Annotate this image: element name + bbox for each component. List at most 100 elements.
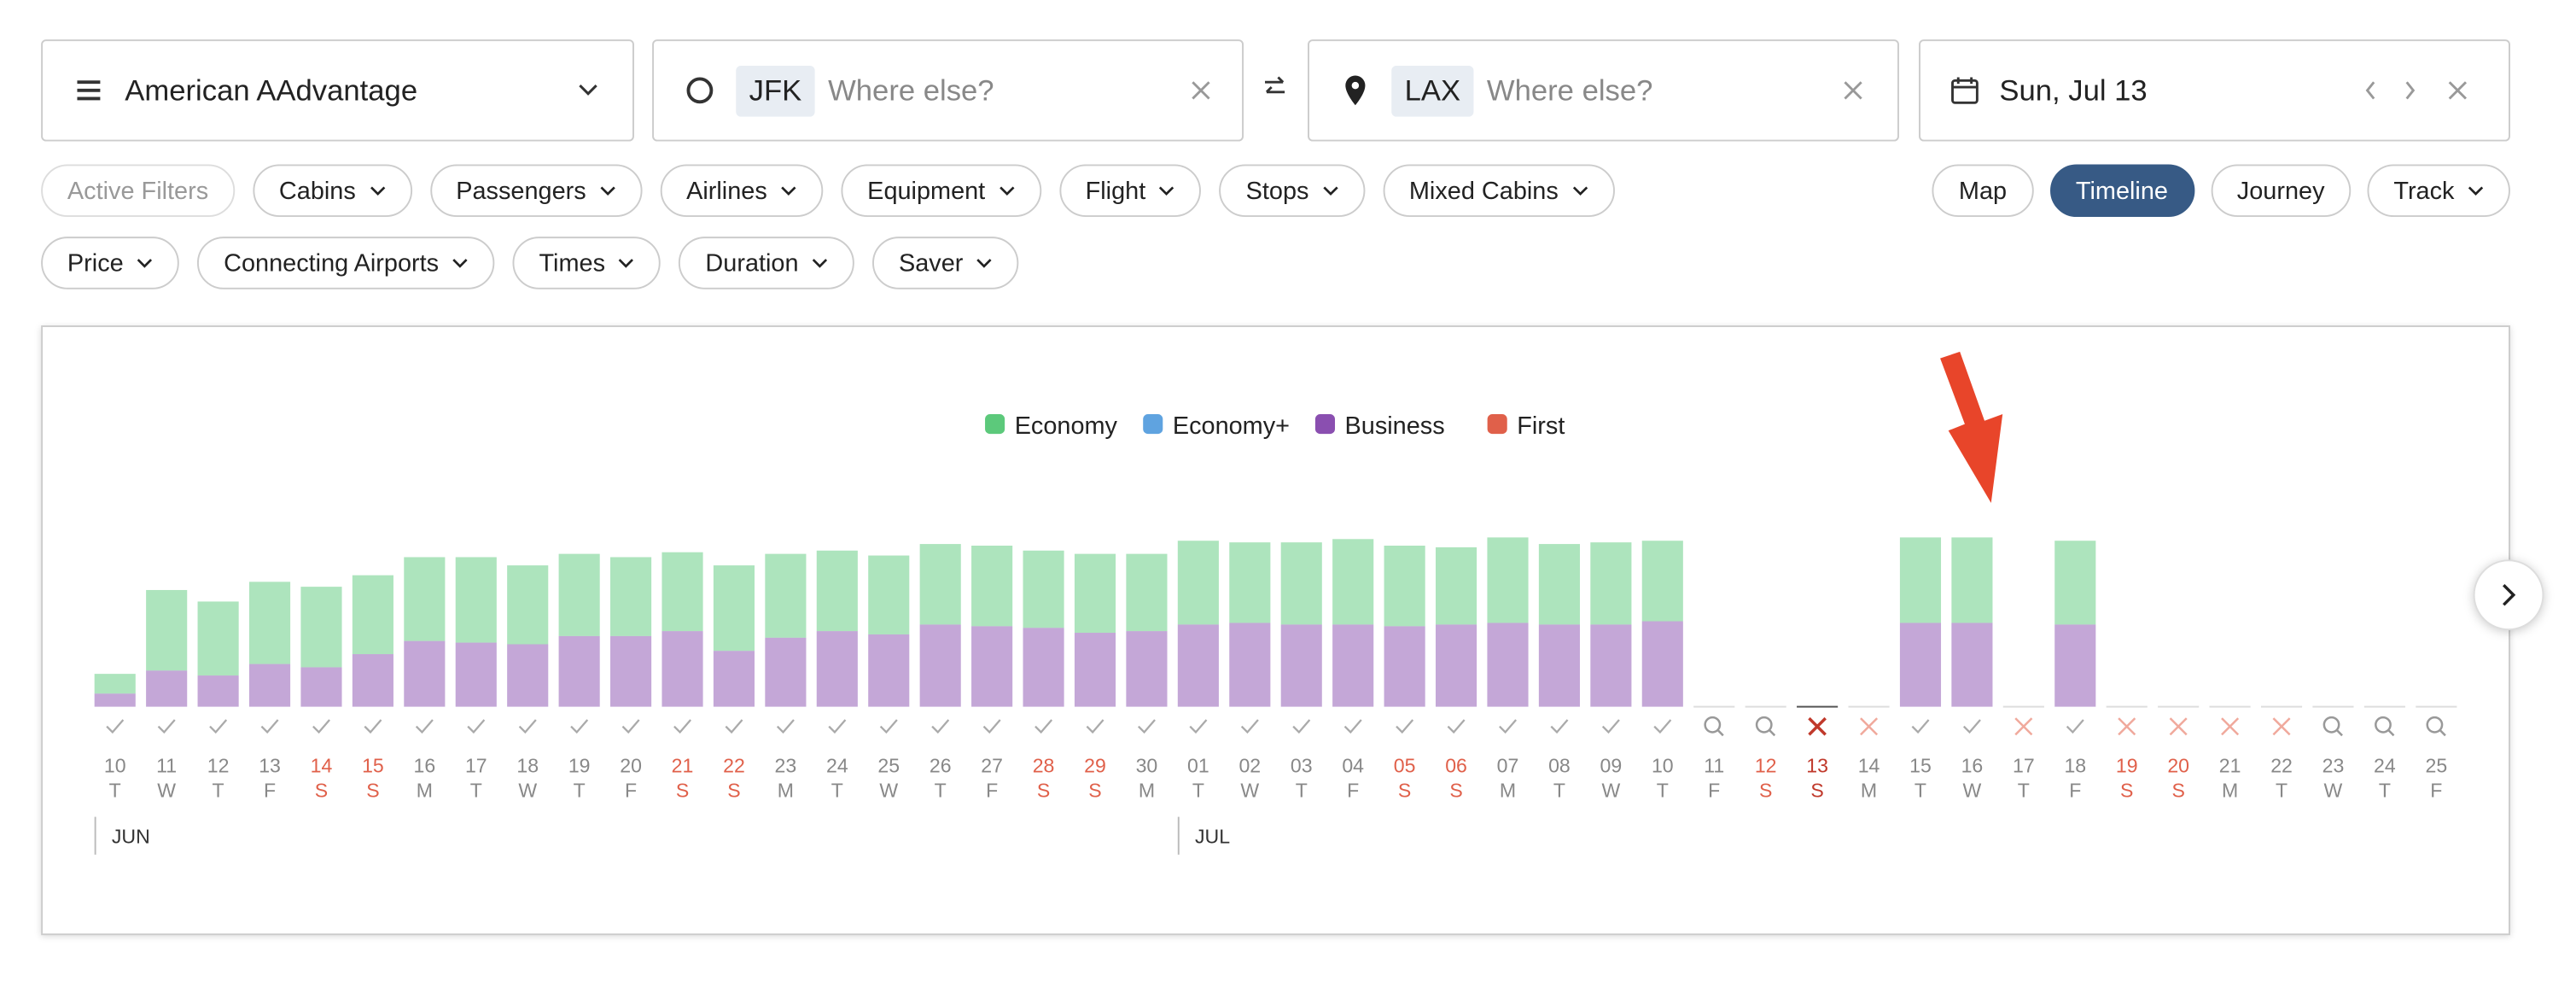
search-icon xyxy=(1704,716,1722,734)
date-controls[interactable] xyxy=(2364,79,2480,102)
program-select[interactable]: American AAdvantage xyxy=(41,39,634,142)
day-label: 12 xyxy=(1755,755,1777,777)
legend-swatch xyxy=(985,414,1005,435)
view-pill[interactable]: Timeline xyxy=(2049,164,2194,218)
date: Sun, Jul 13 xyxy=(1999,73,2148,107)
status-icon xyxy=(2272,717,2291,736)
clear-icon[interactable] xyxy=(1189,79,1212,102)
weekday-label: S xyxy=(1449,779,1462,801)
status-icon xyxy=(1292,719,1311,734)
legend-swatch xyxy=(1314,414,1336,435)
check-icon xyxy=(1292,719,1311,734)
filter-pill[interactable]: Airlines xyxy=(660,164,824,218)
legend-label: Economy xyxy=(1015,412,1118,440)
legend-swatch xyxy=(1143,414,1163,435)
filter-pill[interactable]: Cabins xyxy=(253,164,412,218)
weekday-label: T xyxy=(470,779,482,801)
check-icon xyxy=(1034,719,1053,734)
status-icon xyxy=(518,719,537,734)
day-label: 23 xyxy=(775,755,797,777)
weekday-label: W xyxy=(1601,779,1620,801)
weekday-label: T xyxy=(935,779,947,801)
weekday-label: F xyxy=(2069,779,2081,801)
weekday-label: M xyxy=(2222,779,2238,801)
bar-segment xyxy=(94,674,136,694)
check-icon xyxy=(982,719,1001,734)
pill-label: Airlines xyxy=(686,176,767,205)
date-input[interactable]: Sun, Jul 13 xyxy=(1919,39,2510,142)
day-label: 02 xyxy=(1238,755,1261,777)
status-icon xyxy=(1138,719,1156,734)
status-icon xyxy=(879,719,898,734)
check-icon xyxy=(2066,719,2084,734)
status-icon xyxy=(2375,716,2395,737)
status-icon xyxy=(621,719,640,734)
none-icon xyxy=(2169,717,2188,736)
weekday-label: F xyxy=(2430,779,2442,801)
filter-pill[interactable]: Saver xyxy=(872,237,1019,289)
weekday-label: S xyxy=(366,779,379,801)
destination-input[interactable]: LAX Where else? xyxy=(1308,39,1899,142)
filter-pill[interactable]: Passengers xyxy=(429,164,643,218)
search-icon xyxy=(2375,716,2392,734)
filter-pill[interactable]: Connecting Airports xyxy=(197,237,495,289)
weekday-label: W xyxy=(157,779,176,801)
filter-pill[interactable]: Price xyxy=(41,237,180,289)
chevron xyxy=(619,258,634,267)
search-handle xyxy=(1769,729,1776,737)
check-icon xyxy=(1653,719,1672,734)
check-icon xyxy=(1086,719,1104,734)
clear-icon[interactable] xyxy=(1842,79,1865,102)
origin-placeholder: Where else? xyxy=(828,73,994,107)
status-icon xyxy=(2169,717,2188,736)
chevron xyxy=(137,258,153,267)
day-label: 24 xyxy=(826,755,848,777)
filter-pill[interactable]: Duration xyxy=(679,237,854,289)
filter-row: Price Connecting Airports Times Duration Sav… xyxy=(41,237,1019,289)
check-icon xyxy=(1962,719,1981,734)
weekday-label: F xyxy=(264,779,276,801)
swap-icon[interactable] xyxy=(1262,74,1288,101)
check-icon xyxy=(467,719,486,734)
bar-segment xyxy=(1384,626,1425,707)
day-label: 04 xyxy=(1342,755,1364,777)
view-pill[interactable]: Track xyxy=(2367,164,2510,218)
none-icon xyxy=(2118,717,2136,736)
bar-segment xyxy=(146,670,188,707)
bar-segment xyxy=(919,544,961,625)
filter-row: Active Filters Cabins Passengers Airlines Eq… xyxy=(41,164,1615,218)
view-pill[interactable]: Map xyxy=(1932,164,2033,218)
status-icon xyxy=(209,719,228,734)
filter-pill[interactable]: Stops xyxy=(1219,164,1365,218)
day-label: 09 xyxy=(1600,755,1623,777)
filter-pill[interactable]: Flight xyxy=(1058,164,1202,218)
day-label: 07 xyxy=(1497,755,1519,777)
pill-label: Price xyxy=(67,248,124,278)
next-button[interactable] xyxy=(2473,559,2544,631)
check-icon xyxy=(1396,719,1414,734)
check-icon xyxy=(106,719,125,734)
filter-pill[interactable]: Times xyxy=(512,237,661,289)
bar-segment xyxy=(1332,539,1374,625)
status-icon xyxy=(2426,716,2446,737)
bar-segment xyxy=(2054,541,2096,625)
check-icon xyxy=(1447,719,1466,734)
pill-label: Passengers xyxy=(456,176,586,205)
bar-segment xyxy=(765,553,807,638)
status-icon xyxy=(2066,719,2084,734)
status-icon xyxy=(1086,719,1104,734)
filter-pill[interactable]: Equipment xyxy=(841,164,1041,218)
view-pill[interactable]: Journey xyxy=(2211,164,2352,218)
bar-segment xyxy=(1126,631,1168,707)
bar-segment xyxy=(2054,624,2096,707)
bar-segment xyxy=(610,557,652,636)
bar-segment xyxy=(248,663,291,707)
bar-segment xyxy=(1280,542,1322,625)
chevron xyxy=(579,84,597,96)
origin-input[interactable]: JFK Where else? xyxy=(652,39,1244,142)
bar-segment xyxy=(1023,628,1064,707)
bar-segment xyxy=(197,675,239,707)
filter-pill[interactable]: Active Filters xyxy=(41,164,235,218)
day-label: 11 xyxy=(156,755,177,777)
filter-pill[interactable]: Mixed Cabins xyxy=(1383,164,1615,218)
